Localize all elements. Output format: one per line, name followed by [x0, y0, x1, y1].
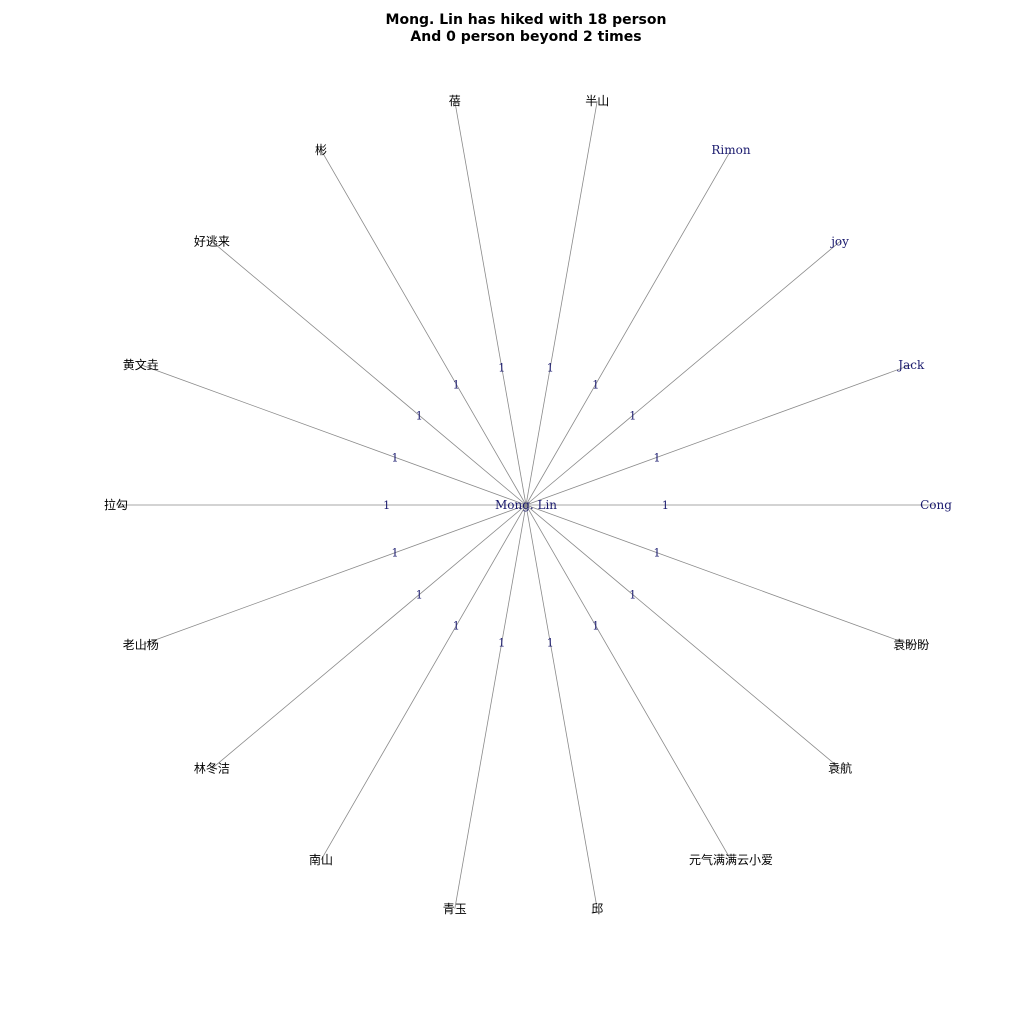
- edge-line: [320, 149, 527, 506]
- edge-weight-label: 1: [416, 409, 423, 422]
- edge-line: [525, 101, 598, 506]
- edge-weight-label: 1: [416, 589, 423, 602]
- node-label: 邱: [591, 902, 603, 916]
- edge-weight-label: 1: [453, 378, 460, 391]
- edge-line: [525, 364, 912, 506]
- edge-layer: [116, 101, 936, 909]
- title-line-1: Mong. Lin has hiked with 18 person: [385, 12, 667, 28]
- node-label: Cong: [920, 498, 952, 512]
- edge-line: [211, 241, 527, 506]
- edge-weight-label: 1: [629, 589, 636, 602]
- node-label: 蓓: [449, 94, 461, 108]
- node-label: joy: [829, 234, 849, 248]
- edge-weight-label: 1: [592, 378, 599, 391]
- edge-line: [525, 504, 732, 861]
- node-label: 南山: [309, 852, 333, 867]
- edge-weight-label: 1: [383, 499, 390, 512]
- node-label: 袁航: [828, 761, 852, 776]
- edge-line: [140, 504, 527, 646]
- weight-label-layer: 1 1 1 1 1 1 1 1 1 1 1 1 1 1 1 1 1 1: [383, 362, 669, 650]
- node-label: 青玉: [443, 902, 467, 916]
- edge-line: [525, 504, 598, 909]
- center-node-label: Mong. Lin: [495, 498, 557, 512]
- edge-line: [454, 504, 527, 909]
- edge-line: [525, 504, 912, 646]
- node-label: Jack: [896, 358, 925, 372]
- edge-weight-label: 1: [547, 362, 554, 375]
- node-label: 黄文垚: [123, 357, 159, 372]
- edge-weight-label: 1: [498, 362, 505, 375]
- edge-line: [211, 504, 527, 769]
- node-label: 半山: [585, 94, 609, 108]
- edge-line: [525, 504, 841, 769]
- edge-line: [454, 101, 527, 506]
- edge-weight-label: 1: [653, 547, 660, 560]
- node-label: 袁盼盼: [893, 638, 929, 652]
- node-label: 林冬洁: [194, 761, 230, 776]
- node-label: 元气满满云小爱: [689, 852, 773, 867]
- node-label: 彬: [315, 143, 327, 157]
- edge-weight-label: 1: [592, 620, 599, 633]
- title-line-2: And 0 person beyond 2 times: [410, 29, 642, 45]
- edge-weight-label: 1: [629, 409, 636, 422]
- edge-weight-label: 1: [498, 636, 505, 649]
- edge-line: [140, 364, 527, 506]
- edge-weight-label: 1: [662, 499, 669, 512]
- edge-line: [525, 241, 841, 506]
- edge-line: [320, 504, 527, 861]
- node-label: Rimon: [711, 143, 750, 157]
- node-label: 好逃来: [194, 234, 230, 248]
- edge-weight-label: 1: [392, 547, 399, 560]
- node-label: 老山杨: [123, 637, 159, 652]
- edge-weight-label: 1: [653, 451, 660, 464]
- chart-title: Mong. Lin has hiked with 18 person And 0…: [0, 12, 1024, 46]
- edge-weight-label: 1: [453, 620, 460, 633]
- edge-weight-label: 1: [547, 636, 554, 649]
- edge-line: [525, 149, 732, 506]
- edge-weight-label: 1: [392, 451, 399, 464]
- node-label: 拉勾: [104, 497, 128, 512]
